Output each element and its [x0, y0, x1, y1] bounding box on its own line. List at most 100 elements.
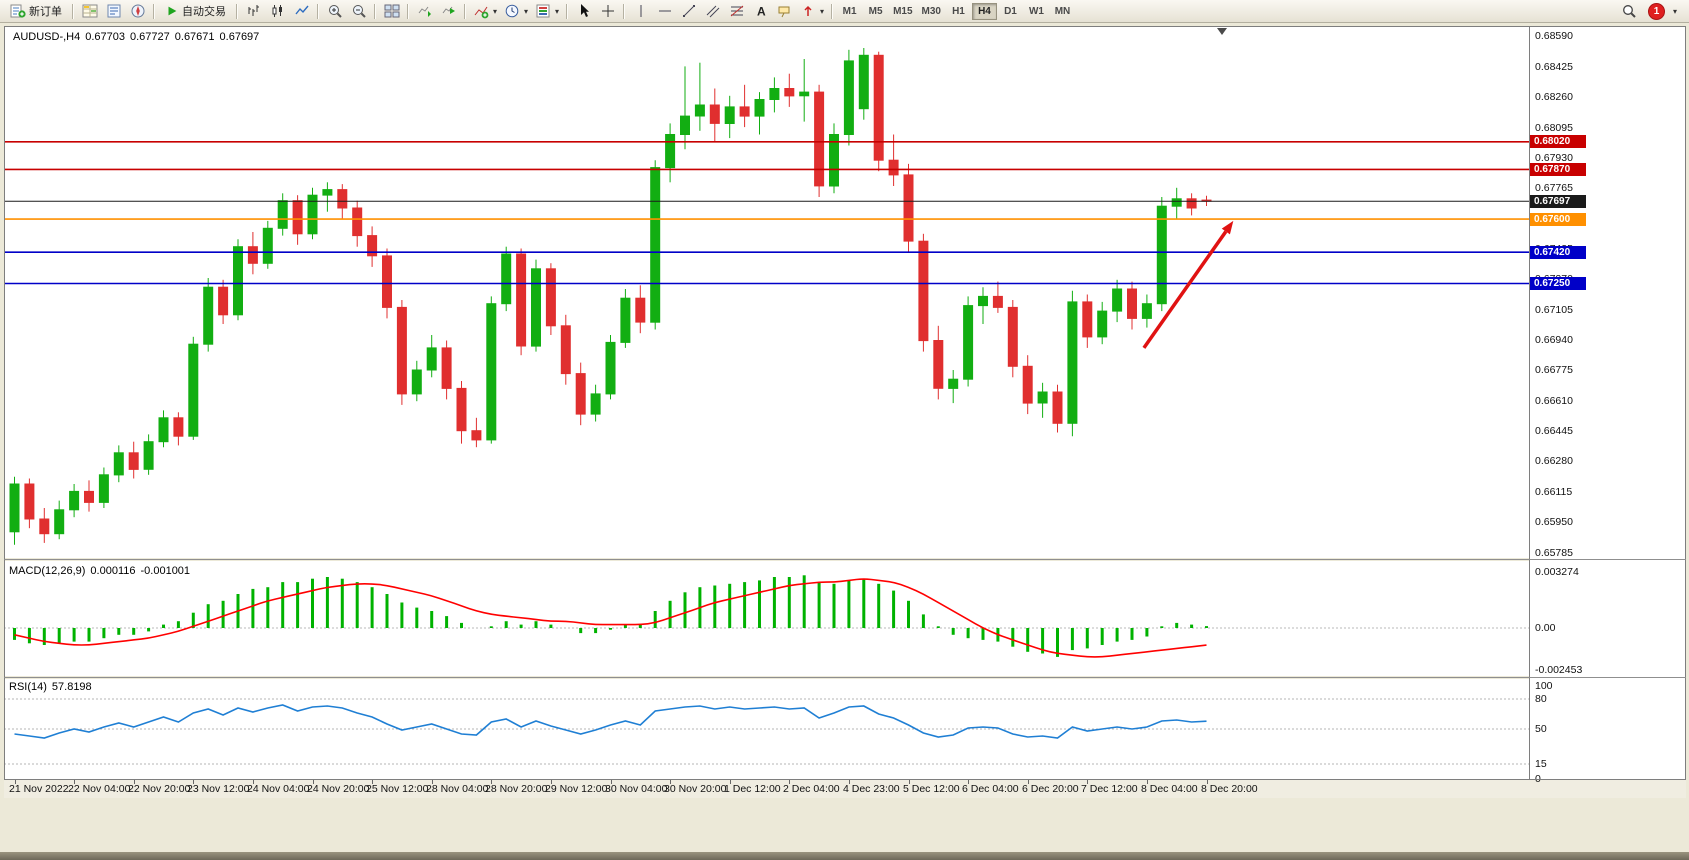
market-watch-button[interactable] [78, 1, 101, 21]
time-axis-tick [968, 780, 969, 784]
notification-badge[interactable]: 1 [1647, 2, 1665, 20]
rsi-indicator-pane[interactable] [4, 679, 1529, 779]
time-axis-tick [253, 780, 254, 784]
channel-icon [705, 3, 721, 19]
horizontal-line-button[interactable] [653, 1, 676, 21]
channel-button[interactable] [701, 1, 724, 21]
navigator-icon [130, 3, 146, 19]
rsi-axis-label: 0 [1535, 773, 1541, 785]
timeframe-button-m15[interactable]: M15 [889, 3, 916, 20]
navigator-button[interactable] [126, 1, 149, 21]
timeframe-button-mn[interactable]: MN [1050, 3, 1075, 20]
macd-axis-label: 0.00 [1535, 622, 1556, 634]
new-order-button[interactable]: 新订单 [4, 1, 68, 21]
timeframe-button-h1[interactable]: H1 [946, 3, 971, 20]
time-axis-label: 2 Dec 04:00 [783, 783, 840, 795]
chart-shift-icon [441, 3, 457, 19]
time-axis-tick [789, 780, 790, 784]
time-axis[interactable] [4, 780, 1686, 798]
timeframe-button-m5[interactable]: M5 [863, 3, 888, 20]
macd-indicator-pane[interactable] [4, 561, 1529, 676]
timeframe-button-d1[interactable]: D1 [998, 3, 1023, 20]
periods-icon [504, 3, 520, 19]
timeframe-button-h4[interactable]: H4 [971, 2, 997, 20]
market-watch-icon [82, 3, 98, 19]
periods-button[interactable]: ▾ [501, 1, 531, 21]
price-level-tag: 0.67600 [1530, 213, 1586, 226]
zoom-in-icon [327, 3, 343, 19]
candlestick-chart-button[interactable] [266, 1, 289, 21]
pane-separator[interactable] [4, 559, 1686, 560]
cursor-button[interactable] [572, 1, 595, 21]
time-axis-label: 24 Nov 20:00 [307, 783, 370, 795]
toolbar-separator [407, 3, 409, 19]
price-axis-label: 0.66280 [1535, 455, 1573, 467]
crosshair-button[interactable] [596, 1, 619, 21]
chart-shift-marker [1217, 28, 1227, 35]
arrows-tool-button[interactable]: ▾ [797, 1, 827, 21]
dropdown-arrow-icon: ▾ [493, 6, 498, 16]
timeframe-button-m30[interactable]: M30 [918, 3, 945, 20]
time-axis-tick [611, 780, 612, 784]
zoom-out-button[interactable] [347, 1, 370, 21]
time-axis-tick [849, 780, 850, 784]
dropdown-arrow-icon[interactable]: ▾ [1672, 6, 1677, 16]
fibonacci-button[interactable] [725, 1, 748, 21]
autotrading-icon [165, 4, 179, 18]
price-level-tag: 0.67870 [1530, 163, 1586, 176]
auto-scroll-button[interactable] [413, 1, 436, 21]
trendline-button[interactable] [677, 1, 700, 21]
chart-shift-button[interactable] [437, 1, 460, 21]
rsi-axis-label: 80 [1535, 693, 1547, 705]
time-axis-tick [372, 780, 373, 784]
time-axis-tick [730, 780, 731, 784]
price-axis-label: 0.67930 [1535, 152, 1573, 164]
rsi-axis-label: 50 [1535, 723, 1547, 735]
macd-axis-label: 0.003274 [1535, 566, 1579, 578]
current-price-tag: 0.67697 [1530, 195, 1586, 208]
vertical-line-button[interactable] [629, 1, 652, 21]
zoom-in-button[interactable] [323, 1, 346, 21]
templates-button[interactable]: ▾ [532, 1, 562, 21]
price-level-tag: 0.67250 [1530, 277, 1586, 290]
pane-separator[interactable] [4, 677, 1686, 678]
main-chart-pane[interactable] [4, 27, 1529, 558]
time-axis-tick [1147, 780, 1148, 784]
time-axis-tick [313, 780, 314, 784]
macd-signal-line [14, 578, 1207, 658]
tile-windows-button[interactable] [380, 1, 403, 21]
time-axis-tick [491, 780, 492, 784]
bar-chart-button[interactable] [242, 1, 265, 21]
time-axis-label: 21 Nov 2022 [9, 783, 69, 795]
time-axis-tick [1028, 780, 1029, 784]
text-label-button[interactable] [773, 1, 796, 21]
price-axis[interactable] [1530, 26, 1686, 780]
rsi-axis-label: 100 [1535, 680, 1553, 692]
price-axis-label: 0.66115 [1535, 486, 1573, 498]
time-axis-tick [432, 780, 433, 784]
vertical-line-icon [633, 3, 649, 19]
toolbar-separator [464, 3, 466, 19]
indicators-button[interactable]: ▾ [470, 1, 500, 21]
data-window-button[interactable] [102, 1, 125, 21]
time-axis-label: 29 Nov 12:00 [545, 783, 608, 795]
time-axis-label: 30 Nov 20:00 [664, 783, 727, 795]
timeframe-button-m1[interactable]: M1 [837, 3, 862, 20]
search-button[interactable] [1618, 1, 1641, 21]
line-chart-button[interactable] [290, 1, 313, 21]
time-axis-label: 5 Dec 12:00 [903, 783, 960, 795]
main-toolbar: 新订单 自动交易 ▾ ▾ ▾ [0, 0, 1689, 23]
autotrading-button[interactable]: 自动交易 [159, 1, 232, 21]
timeframe-button-w1[interactable]: W1 [1024, 3, 1049, 20]
toolbar-separator [236, 3, 238, 19]
time-axis-label: 28 Nov 20:00 [485, 783, 548, 795]
text-button[interactable]: A [749, 1, 772, 21]
trend-arrow-object[interactable] [1142, 220, 1234, 349]
time-axis-label: 24 Nov 04:00 [247, 783, 310, 795]
fibonacci-icon [729, 3, 745, 19]
price-axis-label: 0.67105 [1535, 304, 1573, 316]
price-axis-label: 0.68590 [1535, 30, 1573, 42]
price-axis-label: 0.66940 [1535, 334, 1573, 346]
dropdown-arrow-icon: ▾ [820, 6, 825, 16]
time-axis-label: 22 Nov 04:00 [68, 783, 131, 795]
